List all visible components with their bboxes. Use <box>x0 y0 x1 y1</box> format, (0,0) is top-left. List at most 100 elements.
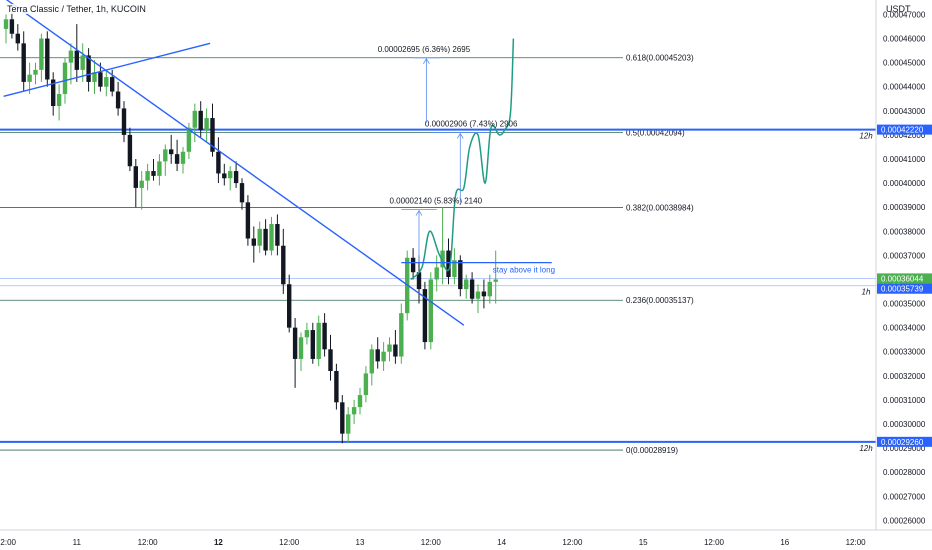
y-tick-label: 0.00038000 <box>883 227 926 236</box>
candle-body <box>115 91 121 109</box>
candle-body <box>245 202 251 239</box>
candle-body <box>239 183 245 203</box>
candle-body <box>281 245 286 285</box>
x-tick-label: 12:00 <box>421 538 442 547</box>
candle-body <box>304 330 310 338</box>
chart-title: Terra Classic / Tether, 1h, KUCOIN <box>5 4 148 14</box>
y-tick-label: 0.00032000 <box>883 372 926 381</box>
candle-body <box>464 279 469 290</box>
candle-body <box>62 62 68 94</box>
y-tick-label: 0.00034000 <box>883 324 926 333</box>
candle-body <box>316 322 321 359</box>
fib-level-label: 0.382(0.00038984) <box>626 204 694 213</box>
y-tick-label: 0.00026000 <box>883 516 926 525</box>
candle-body <box>21 43 26 82</box>
candle-body <box>322 322 327 350</box>
candle-body <box>381 351 386 362</box>
price-badge <box>877 436 932 447</box>
x-tick-label: 15 <box>639 538 648 547</box>
measure-label: 0.00002140 (5.83%) 2140 <box>390 197 483 206</box>
candle-body <box>228 171 233 179</box>
y-tick-label: 0.00027000 <box>883 492 926 501</box>
candle-body <box>493 279 498 282</box>
candle-body <box>287 284 292 328</box>
measure-label: 0.00002695 (6.36%) 2695 <box>378 45 471 54</box>
candle-body <box>33 69 38 75</box>
candle-body <box>387 344 392 352</box>
candle-body <box>369 349 374 374</box>
x-tick-label: 13 <box>356 538 365 547</box>
y-tick-label: 0.00039000 <box>883 203 926 212</box>
y-tick-label: 0.00041000 <box>883 155 926 164</box>
y-tick-label: 0.00047000 <box>883 10 926 19</box>
candle-body <box>469 279 475 299</box>
x-tick-label: 12:00 <box>138 538 159 547</box>
y-tick-label: 0.00030000 <box>883 420 926 429</box>
candle-body <box>487 281 492 297</box>
measure-arrow-head <box>456 132 464 139</box>
candle-body <box>269 224 274 251</box>
candle-body <box>163 149 168 162</box>
trendline <box>3 42 211 98</box>
x-tick-label: 12:00 <box>704 538 725 547</box>
candle-body <box>198 110 203 131</box>
annotation-label: stay above it long <box>493 266 555 275</box>
candle-body <box>334 371 339 403</box>
candle-body <box>92 72 97 82</box>
candle-body <box>393 344 398 357</box>
y-tick-label: 0.00046000 <box>883 35 926 44</box>
price-badge-value: 0.00036044 <box>881 274 924 283</box>
candle-body <box>375 349 380 362</box>
interval-tag: 12h <box>859 444 873 453</box>
price-badge <box>877 124 932 135</box>
candle-body <box>180 151 186 164</box>
candle-body <box>475 291 481 299</box>
candle-body <box>15 33 20 44</box>
candle-body <box>410 257 416 273</box>
currency-label: USDT <box>886 4 911 14</box>
candle-body <box>9 19 15 34</box>
y-tick-label: 0.00040000 <box>883 179 926 188</box>
x-tick-label: 12 <box>214 538 223 547</box>
candle-body <box>399 313 404 357</box>
candle-body <box>416 272 422 290</box>
candle-body <box>27 74 32 82</box>
candle-body <box>340 402 345 434</box>
measure-label: 0.00002906 (7.43%) 2906 <box>425 120 518 129</box>
interval-tag: 1h <box>862 288 871 297</box>
fib-level-label: 0.5(0.00042094) <box>626 129 685 138</box>
candle-body <box>428 279 433 343</box>
fib-level-label: 0(0.00028919) <box>626 446 678 455</box>
price-badge <box>877 283 932 294</box>
y-tick-label: 0.00029000 <box>883 444 926 453</box>
candle-body <box>145 171 150 181</box>
candle-body <box>251 238 256 246</box>
candle-body <box>133 166 138 188</box>
candle-body <box>186 127 192 152</box>
measure-arrow-head <box>423 58 430 65</box>
candle-body <box>80 55 85 70</box>
candle-body <box>357 395 363 408</box>
candle-body <box>346 414 351 434</box>
fib-level-label: 0.618(0.00045203) <box>626 54 694 63</box>
trendline <box>5 0 465 326</box>
candle-body <box>351 407 357 415</box>
candle-body <box>74 50 79 70</box>
candle-body <box>157 161 162 176</box>
candle-body <box>363 373 369 396</box>
candle-body <box>481 291 487 297</box>
candle-body <box>110 77 115 92</box>
price-badge-value: 0.00035739 <box>881 285 924 294</box>
candle-body <box>98 72 103 87</box>
candle-body <box>446 250 451 278</box>
candle-body <box>222 173 227 179</box>
candle-body <box>298 337 304 359</box>
price-badge-value: 0.00029260 <box>881 438 924 447</box>
candle-body <box>422 289 428 343</box>
candle-body <box>86 55 91 82</box>
candle-body <box>3 19 9 29</box>
y-tick-label: 0.00045000 <box>883 59 926 68</box>
y-tick-label: 0.00042000 <box>883 131 926 140</box>
